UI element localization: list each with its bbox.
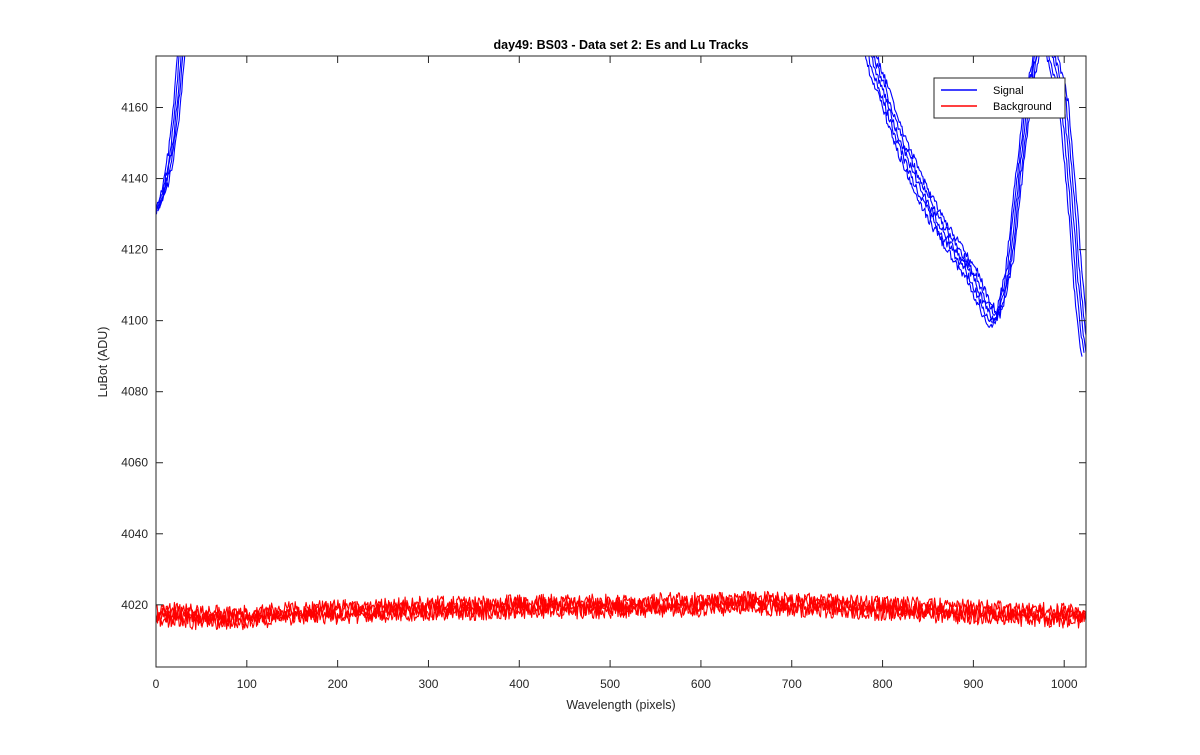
axes-background: [156, 56, 1086, 667]
legend[interactable]: Signal Background: [933, 77, 1066, 119]
x-tick-label: 200: [328, 677, 348, 691]
signal-line: [871, 56, 1086, 353]
y-tick-label: 4100: [121, 314, 148, 328]
signal-line: [156, 56, 180, 215]
x-tick-label: 300: [418, 677, 438, 691]
x-tick-label: 0: [153, 677, 160, 691]
x-tick-label: 800: [873, 677, 893, 691]
y-tick-label: 4020: [121, 598, 148, 612]
x-axis: 0 100 200 300 400 500 600 700 800 900 1000: [153, 56, 1078, 691]
x-tick-label: 100: [237, 677, 257, 691]
y-axis: 4020 4040 4060 4080 4100 4120 4140 4160: [121, 101, 1086, 612]
signal-line: [868, 56, 1085, 353]
signal-line: [875, 56, 1086, 323]
signal-line: [159, 56, 186, 207]
x-tick-label: 400: [509, 677, 529, 691]
y-tick-label: 4040: [121, 527, 148, 541]
x-tick-label: 600: [691, 677, 711, 691]
chart-title: day49: BS03 - Data set 2: Es and Lu Trac…: [494, 38, 749, 52]
y-axis-label: LuBot (ADU): [96, 327, 110, 398]
x-tick-label: 500: [600, 677, 620, 691]
y-tick-label: 4120: [121, 243, 148, 257]
signal-line: [864, 56, 1083, 357]
legend-box: [933, 77, 1066, 119]
legend-signal-label: Signal: [993, 85, 1024, 97]
y-tick-label: 4140: [121, 172, 148, 186]
y-tick-label: 4060: [121, 456, 148, 470]
x-axis-label: Wavelength (pixels): [566, 698, 675, 712]
y-tick-label: 4080: [121, 385, 148, 399]
series-layer: [156, 56, 1086, 631]
background-line: [158, 590, 1086, 621]
x-tick-label: 1000: [1051, 677, 1078, 691]
signal-line: [872, 56, 1086, 338]
axes-box: [155, 55, 1087, 668]
legend-background-label: Background: [993, 101, 1052, 113]
x-tick-label: 700: [782, 677, 802, 691]
signal-line: [157, 56, 184, 212]
x-tick-label: 900: [963, 677, 983, 691]
y-tick-label: 4160: [121, 101, 148, 115]
